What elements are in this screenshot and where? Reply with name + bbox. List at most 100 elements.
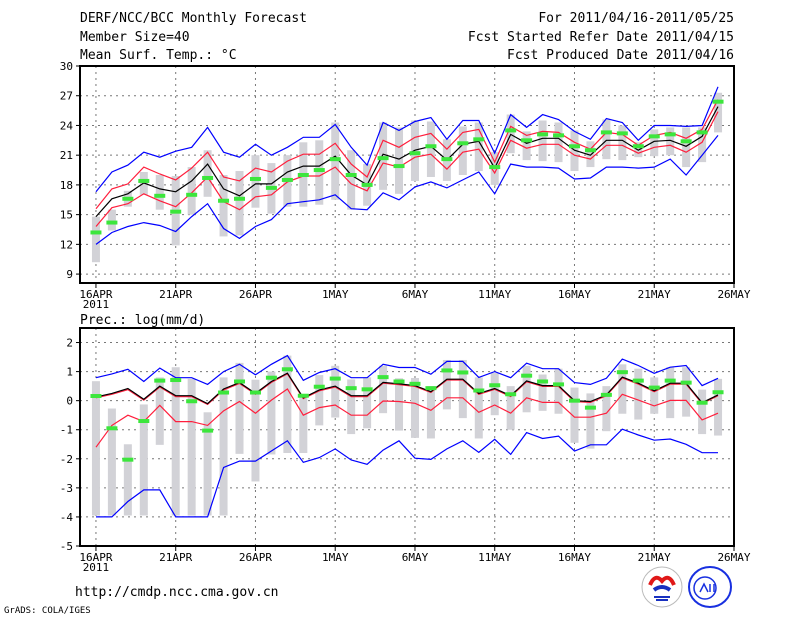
series-mean-spread xyxy=(95,99,719,210)
ensemble-range-bar xyxy=(538,374,547,411)
ensemble-range-bar xyxy=(331,365,340,418)
series-ensemble-max xyxy=(95,354,719,387)
ensemble-range-bar xyxy=(442,359,451,410)
observed-marker xyxy=(664,378,676,383)
series-mean-spread xyxy=(95,388,719,448)
ensemble-range-bar xyxy=(219,174,228,237)
ensemble-range-bar xyxy=(203,412,212,516)
x-tick-label: 11MAY xyxy=(478,288,511,301)
ensemble-range-bar xyxy=(458,126,467,175)
started-date: Fcst Started Refer Date 2011/04/15 xyxy=(467,30,734,45)
observed-marker xyxy=(297,172,309,177)
observed-marker xyxy=(553,382,565,387)
ensemble-range-bar xyxy=(379,365,388,414)
ensemble-range-bar xyxy=(315,375,324,426)
x-tick-label: 6MAY xyxy=(402,551,429,564)
observed-marker xyxy=(361,387,373,392)
observed-marker xyxy=(457,370,469,375)
x-tick-sublabel: 2011 xyxy=(83,561,110,574)
observed-marker xyxy=(377,156,389,161)
variable-label: Mean Surf. Temp.: °C xyxy=(80,48,237,63)
observed-marker xyxy=(170,209,182,214)
observed-marker xyxy=(441,157,453,162)
observed-marker xyxy=(329,157,341,162)
x-tick-sublabel: 2011 xyxy=(83,298,110,311)
chart-title: DERF/NCC/BCC Monthly Forecast xyxy=(80,11,307,26)
ensemble-range-bar xyxy=(554,368,563,414)
observed-marker xyxy=(122,457,134,462)
observed-marker xyxy=(489,165,501,170)
ensemble-range-bar xyxy=(602,119,611,160)
ensemble-range-bar xyxy=(618,125,627,161)
observed-marker xyxy=(457,141,469,146)
observed-marker xyxy=(313,384,325,389)
plot-frame xyxy=(79,65,735,284)
observed-marker xyxy=(696,130,708,135)
grads-credit: GrADS: COLA/IGES xyxy=(4,606,91,616)
observed-marker xyxy=(648,134,660,139)
x-tick-label: 21MAY xyxy=(638,551,671,564)
observed-marker xyxy=(632,144,644,149)
y-tick-label: 24 xyxy=(60,119,74,132)
ensemble-range-bar xyxy=(650,377,659,414)
ensemble-range-bar xyxy=(714,378,723,436)
ensemble-range-bar xyxy=(235,171,244,236)
observed-marker xyxy=(537,132,549,137)
plot-frame xyxy=(79,327,735,547)
observed-marker xyxy=(265,375,277,380)
observed-marker xyxy=(361,182,373,187)
observed-marker xyxy=(425,144,437,149)
observed-marker xyxy=(441,368,453,373)
observed-marker xyxy=(138,178,150,183)
observed-marker xyxy=(234,196,246,201)
x-tick-label: 26APR xyxy=(239,551,272,564)
observed-marker xyxy=(680,139,692,144)
ensemble-range-bar xyxy=(426,121,435,177)
observed-marker xyxy=(505,128,517,133)
ensemble-range-bar xyxy=(698,127,707,163)
series-ensemble-max xyxy=(95,86,719,193)
observed-marker xyxy=(90,394,102,399)
observed-marker xyxy=(409,151,421,156)
ensemble-range-bar xyxy=(107,209,116,231)
observed-marker xyxy=(186,192,198,197)
ensemble-range-bar xyxy=(363,377,372,429)
observed-marker xyxy=(106,220,118,225)
observed-marker xyxy=(186,399,198,404)
ensemble-range-bar xyxy=(187,167,196,215)
ensemble-range-bar xyxy=(203,150,212,197)
ensemble-range-bar xyxy=(155,377,164,445)
ensemble-range-bar xyxy=(299,394,308,453)
y-tick-label: 9 xyxy=(66,268,73,281)
ensemble-range-bar xyxy=(666,367,675,419)
observed-marker xyxy=(616,131,628,136)
ensemble-range-bar xyxy=(347,379,356,435)
x-tick-label: 6MAY xyxy=(402,288,429,301)
ensemble-range-bar xyxy=(506,386,515,430)
observed-marker xyxy=(265,185,277,190)
observed-marker xyxy=(521,138,533,143)
y-tick-label: 18 xyxy=(60,179,73,192)
y-tick-label: 12 xyxy=(60,238,73,251)
ensemble-range-bar xyxy=(474,377,483,439)
observed-marker xyxy=(600,392,612,397)
observed-marker xyxy=(90,230,102,235)
ensemble-range-bar xyxy=(682,367,691,417)
x-tick-label: 1MAY xyxy=(322,551,349,564)
produced-date: Fcst Produced Date 2011/04/16 xyxy=(507,48,734,63)
ensemble-range-bar xyxy=(395,127,404,194)
observed-marker xyxy=(393,379,405,384)
ensemble-range-bar xyxy=(666,127,675,156)
ensemble-range-bar xyxy=(395,378,404,431)
x-tick-label: 16APR xyxy=(79,288,112,301)
y-tick-label: 21 xyxy=(60,149,73,162)
y-tick-label: -4 xyxy=(60,511,74,524)
source-url[interactable]: http://cmdp.ncc.cma.gov.cn xyxy=(75,585,279,600)
x-tick-label: 16APR xyxy=(79,551,112,564)
observed-marker xyxy=(537,379,549,384)
observed-marker xyxy=(505,392,517,397)
observed-marker xyxy=(106,426,118,431)
ensemble-range-bar xyxy=(426,386,435,439)
